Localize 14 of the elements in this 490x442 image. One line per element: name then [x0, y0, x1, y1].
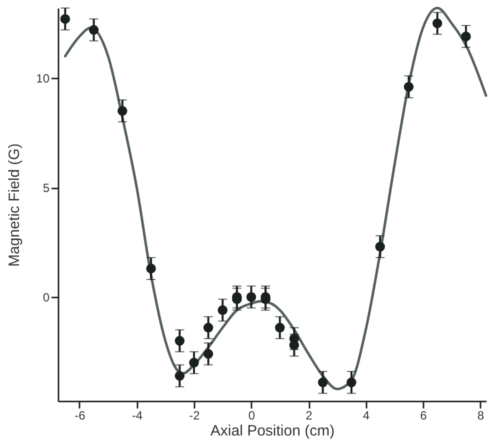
y-axis-title: Magnetic Field (G)	[6, 143, 24, 267]
x-tick-label: 6	[420, 408, 428, 422]
line-series	[64, 6, 488, 390]
x-tick-label: 8	[477, 408, 484, 422]
x-tick-label: -2	[189, 408, 200, 422]
y-tick-label: 10	[36, 72, 50, 86]
x-axis-title: Axial Position (cm)	[210, 422, 335, 440]
y-tick-label: 0	[42, 290, 50, 305]
x-tick-label: 4	[362, 408, 370, 422]
x-tick-label: 0	[248, 408, 256, 422]
y-tick-label: 5	[42, 181, 50, 196]
x-tick-label: 2	[306, 408, 313, 422]
x-tick-label: -6	[74, 408, 86, 422]
x-tick-label: -4	[132, 408, 143, 422]
